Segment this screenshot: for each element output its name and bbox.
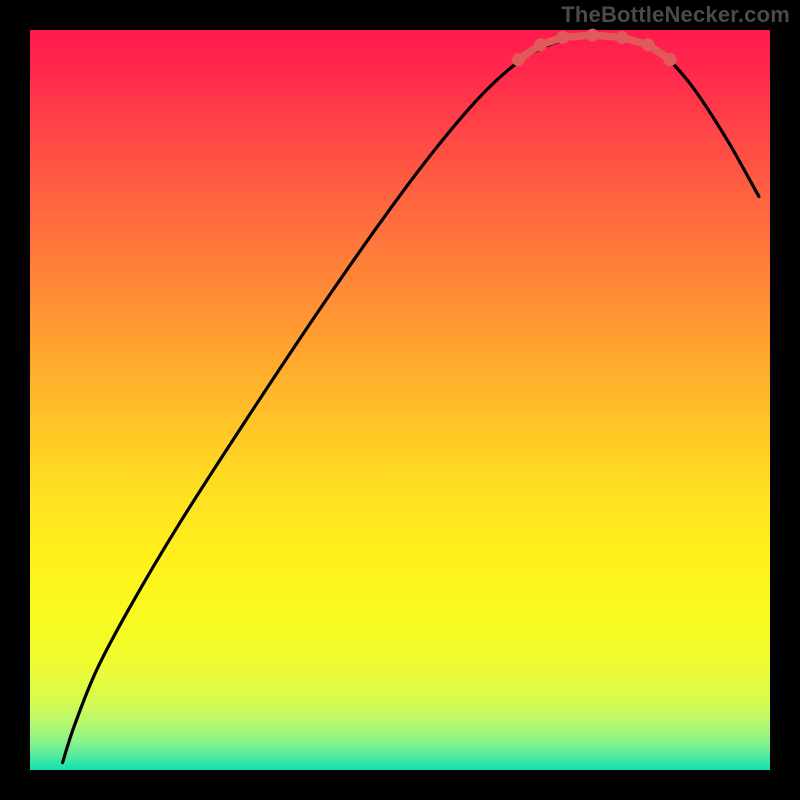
marker-dot [556, 31, 569, 44]
chart-stage: TheBottleNecker.com [0, 0, 800, 800]
watermark-text: TheBottleNecker.com [561, 2, 790, 28]
marker-dot [534, 38, 547, 51]
marker-dot [664, 53, 677, 66]
marker-dot [512, 53, 525, 66]
bottleneck-chart [0, 0, 800, 800]
marker-dot [616, 31, 629, 44]
marker-dot [641, 38, 654, 51]
marker-dot [586, 29, 599, 42]
plot-background [30, 30, 770, 770]
